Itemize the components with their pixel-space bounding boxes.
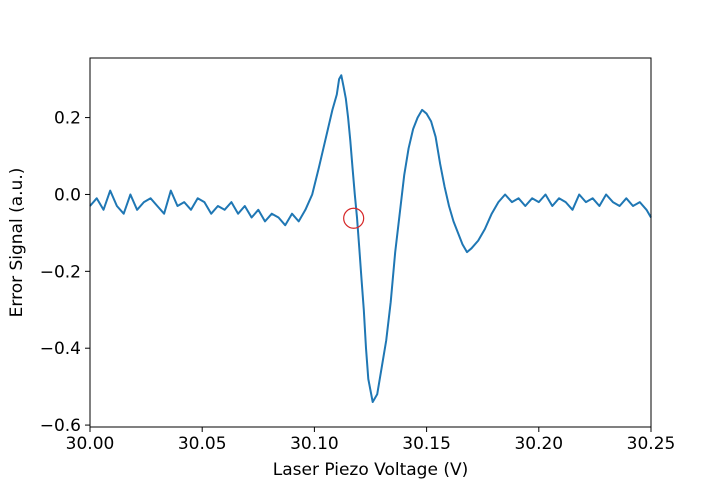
plot-marks <box>89 74 652 403</box>
annotation-circle-0 <box>343 207 365 229</box>
series-line-0 <box>89 74 652 403</box>
y-tick-label: 0.2 <box>54 109 81 129</box>
x-tick-label: 30.15 <box>402 434 451 454</box>
y-tick-label: −0.2 <box>40 262 81 282</box>
x-axis-title: Laser Piezo Voltage (V) <box>273 460 468 480</box>
y-tick-label: 0.0 <box>54 185 81 205</box>
y-axis-title: Error Signal (a.u.) <box>7 168 27 318</box>
x-tick-label: 30.00 <box>66 434 115 454</box>
y-axis-ticks: 0.2 0.0 −0.2 −0.4 −0.6 <box>40 109 90 436</box>
plot-frame <box>89 57 652 428</box>
x-tick-label: 30.10 <box>290 434 339 454</box>
x-tick-label: 30.25 <box>627 434 676 454</box>
y-tick-label: −0.6 <box>40 416 81 436</box>
y-tick-label: −0.4 <box>40 339 81 359</box>
x-axis-ticks: 30.00 30.05 30.10 30.15 30.20 30.25 <box>66 427 676 454</box>
x-tick-label: 30.05 <box>178 434 227 454</box>
x-tick-label: 30.20 <box>514 434 563 454</box>
